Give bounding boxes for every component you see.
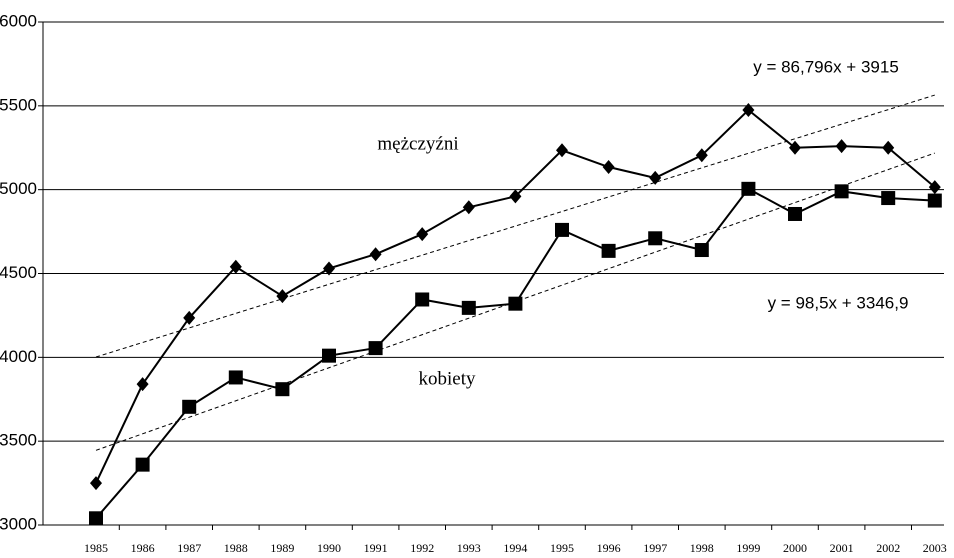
marker: [695, 148, 708, 163]
marker: [90, 476, 102, 491]
x-tick-label: 1985: [84, 541, 108, 555]
marker: [694, 243, 709, 258]
marker: [834, 184, 849, 199]
y-tick-label: 3000: [0, 514, 37, 533]
x-tick-label: 1996: [597, 541, 621, 555]
marker: [229, 259, 242, 274]
x-tick-label: 1990: [317, 541, 341, 555]
x-tick-label: 1998: [690, 541, 714, 555]
marker: [881, 191, 896, 206]
marker: [228, 370, 243, 385]
x-tick-label: 1988: [224, 541, 248, 555]
marker: [276, 289, 289, 304]
x-tick-label: 1999: [736, 541, 760, 555]
y-tick-label: 5000: [0, 179, 37, 198]
x-tick-label: 1986: [131, 541, 155, 555]
trend-line: [95, 94, 935, 358]
x-tick-label: 1991: [364, 541, 388, 555]
trend-label: y = 98,5x + 3346,9: [768, 293, 909, 312]
trend-label: y = 86,796x + 3915: [753, 57, 899, 76]
marker: [601, 243, 616, 258]
marker: [323, 261, 335, 276]
marker: [368, 341, 383, 356]
x-tick-label: 1989: [270, 541, 294, 555]
y-tick-label: 4500: [0, 263, 37, 282]
marker: [555, 222, 569, 237]
x-tick-label: 2002: [876, 541, 900, 555]
marker: [89, 511, 103, 526]
series-line: [95, 187, 935, 519]
marker: [135, 457, 150, 472]
series-label: mężczyźni: [377, 133, 458, 154]
marker: [742, 103, 755, 118]
x-tick-label: 1987: [177, 541, 201, 555]
x-tick-label: 1992: [410, 541, 434, 555]
marker: [649, 170, 662, 185]
marker: [461, 300, 476, 315]
marker: [182, 399, 197, 414]
marker: [928, 180, 941, 195]
x-tick-label: 1997: [643, 541, 667, 555]
marker: [556, 143, 568, 158]
marker: [369, 247, 382, 262]
series-label: kobiety: [419, 368, 476, 389]
marker: [927, 193, 942, 208]
x-tick-label: 2001: [830, 541, 854, 555]
marker: [882, 140, 895, 155]
marker: [789, 140, 801, 155]
y-tick-label: 5500: [0, 95, 37, 114]
marker: [322, 348, 336, 363]
marker: [462, 200, 475, 215]
marker: [275, 382, 290, 397]
x-tick-label: 2000: [783, 541, 807, 555]
marker: [415, 292, 430, 307]
marker: [741, 181, 756, 196]
y-tick-label: 4000: [0, 347, 37, 366]
marker: [183, 310, 196, 325]
marker: [136, 377, 149, 392]
marker: [602, 160, 615, 175]
y-tick-label: 6000: [0, 11, 37, 30]
marker: [508, 296, 523, 311]
x-tick-label: 1995: [550, 541, 574, 555]
x-tick-label: 1993: [457, 541, 481, 555]
x-tick-label: 1994: [503, 541, 527, 555]
y-tick-label: 3500: [0, 431, 37, 450]
marker: [788, 206, 802, 221]
marker: [835, 139, 848, 154]
marker: [509, 189, 522, 204]
marker: [648, 231, 663, 246]
x-tick-label: 2003: [923, 541, 947, 555]
marker: [416, 227, 429, 242]
